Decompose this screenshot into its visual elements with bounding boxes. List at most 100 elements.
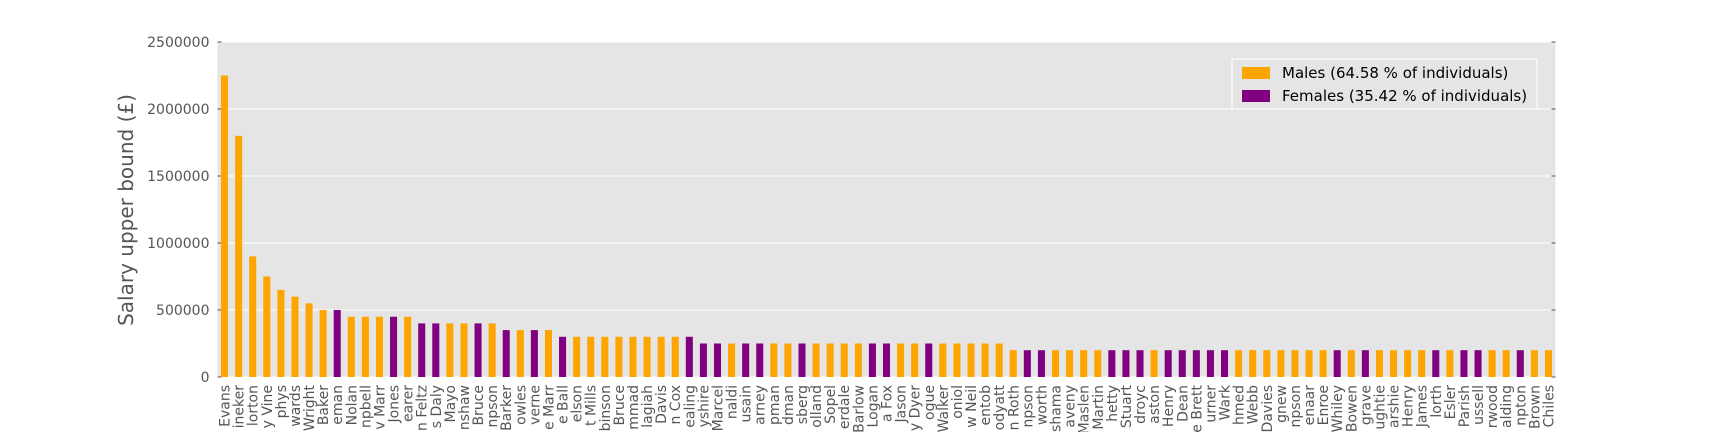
x-tick-label: Jones: [387, 385, 403, 423]
bar-male: [897, 343, 905, 377]
x-tick-label: a Fox: [880, 385, 896, 422]
x-tick-label: arshie: [1387, 385, 1403, 428]
bar-male: [263, 276, 271, 377]
bar-male: [1277, 350, 1285, 377]
x-tick-label: e Marr: [541, 385, 557, 430]
x-tick-label: Webb: [1246, 385, 1262, 425]
x-tick-label: earer: [401, 385, 417, 422]
bar-male: [291, 296, 299, 377]
x-tick-label: Wright: [302, 384, 318, 431]
x-tick-label: usain: [739, 385, 755, 423]
bar-male: [1530, 350, 1538, 377]
legend-label-females: Females (35.42 % of individuals): [1282, 87, 1527, 105]
x-tick-label: npbell: [358, 385, 374, 428]
bar-female: [699, 343, 707, 377]
bar-female: [868, 343, 876, 377]
legend-label-males: Males (64.58 % of individuals): [1282, 64, 1508, 82]
x-tick-label: shama: [1049, 385, 1065, 432]
x-tick-label: Stuart: [1119, 384, 1135, 428]
y-tick-label: 2500000: [147, 35, 209, 51]
bar-female: [1361, 350, 1369, 377]
bar-male: [587, 336, 595, 377]
bar-male: [1404, 350, 1412, 377]
x-tick-label: binson: [598, 385, 614, 431]
bar-male: [995, 343, 1003, 377]
x-tick-label: npson: [1288, 385, 1304, 428]
x-tick-label: ineker: [232, 385, 248, 429]
x-tick-label: t Mills: [584, 385, 600, 426]
bars: [221, 75, 1552, 377]
bar-male: [221, 75, 229, 377]
bar-female: [1037, 350, 1045, 377]
bar-female: [1164, 350, 1172, 377]
x-tick-label: ussell: [1471, 385, 1487, 425]
bar-female: [1221, 350, 1229, 377]
bar-male: [1249, 350, 1257, 377]
bar-male: [812, 343, 820, 377]
bar-female: [474, 323, 482, 377]
x-tick-label: Chiles: [1541, 385, 1557, 427]
bar-female: [756, 343, 764, 377]
x-tick-label: Henry: [1161, 385, 1177, 427]
x-tick-label: s Daly: [429, 385, 445, 428]
bar-female: [559, 336, 567, 377]
x-tick-label: rwood: [1485, 385, 1501, 428]
bar-male: [1263, 350, 1271, 377]
x-tick-label: owles: [513, 385, 529, 425]
x-tick-label: Evans: [218, 385, 234, 427]
bar-male: [446, 323, 454, 377]
bar-female: [882, 343, 891, 377]
bar-female: [432, 323, 440, 377]
x-tick-label: enaar: [1302, 385, 1318, 426]
bar-male: [1347, 350, 1355, 377]
x-tick-label: droyc: [1133, 385, 1149, 424]
x-tick-label: aston: [1147, 385, 1163, 424]
bar-male: [840, 343, 848, 377]
bar-male: [770, 343, 778, 377]
x-tick-label: y Dyer: [908, 385, 924, 431]
x-tick-label: Logan: [865, 385, 881, 427]
bar-female: [333, 310, 341, 377]
x-tick-label: Henry: [1401, 385, 1417, 427]
bar-female: [1333, 350, 1341, 377]
bar-male: [1080, 350, 1088, 377]
x-tick-label: wards: [288, 385, 304, 427]
bar-female: [1192, 350, 1200, 377]
bar-male: [235, 135, 243, 377]
x-tick-label: pman: [767, 385, 783, 425]
bar-female: [1122, 350, 1130, 377]
bar-female: [390, 316, 398, 377]
x-tick-label: ughtie: [1372, 385, 1388, 430]
bar-male: [544, 330, 552, 377]
x-tick-label: Dean: [1175, 385, 1191, 422]
x-tick-label: Davies: [1260, 385, 1276, 432]
bar-male: [1291, 350, 1299, 377]
bar-male: [911, 343, 919, 377]
x-tick-label: worth: [1034, 385, 1050, 425]
bar-male: [249, 256, 257, 377]
bar-male: [305, 303, 313, 377]
bar-male: [460, 323, 468, 377]
legend-swatch-males: [1242, 67, 1270, 79]
x-tick-label: e Ball: [556, 385, 572, 424]
bar-female: [713, 343, 722, 377]
bar-male: [643, 336, 651, 377]
x-tick-label: Baker: [316, 385, 332, 425]
x-tick-label: Mayo: [443, 385, 459, 423]
x-tick-label: ogue: [922, 385, 938, 420]
x-tick-label: hmed: [1232, 385, 1248, 425]
x-tick-label: Bowen: [1344, 385, 1360, 432]
x-tick-label: npson: [1020, 385, 1036, 428]
y-axis-ticks: 0 500000 1000000 1500000 2000000 2500000: [147, 35, 1556, 386]
x-tick-label: naldi: [725, 385, 741, 419]
bar-male: [1305, 350, 1313, 377]
x-tick-label: urner: [1203, 385, 1219, 423]
bar-male: [657, 336, 665, 377]
gridlines: [217, 41, 1556, 378]
x-tick-label: olland: [809, 385, 825, 428]
bar-male: [1235, 350, 1243, 377]
bar-male: [1418, 350, 1426, 377]
bar-female: [1023, 350, 1031, 377]
bar-male: [488, 323, 496, 377]
x-tick-label: Nolan: [344, 385, 360, 425]
